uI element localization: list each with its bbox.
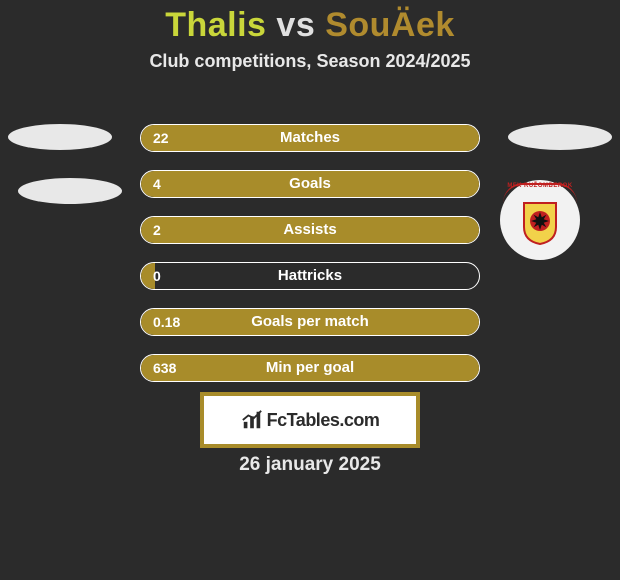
player2-logo-placeholder-1 bbox=[508, 124, 612, 150]
stat-bar: 0Hattricks bbox=[140, 262, 480, 290]
stat-bar-label: Matches bbox=[141, 125, 479, 151]
club-badge-text: MFK RUŽOMBEROK bbox=[500, 183, 580, 189]
branding-logo: FcTables.com bbox=[241, 409, 380, 431]
generation-date: 26 january 2025 bbox=[0, 454, 620, 476]
stat-bar-label: Assists bbox=[141, 217, 479, 243]
branding-banner: FcTables.com bbox=[200, 392, 420, 448]
stat-bar: 22Matches bbox=[140, 124, 480, 152]
player1-logo-placeholder-2 bbox=[18, 178, 122, 204]
club-badge: MFK RUŽOMBEROK bbox=[500, 180, 580, 260]
title-player1: Thalis bbox=[165, 6, 266, 44]
player1-logo-placeholder-1 bbox=[8, 124, 112, 150]
branding-logo-icon bbox=[241, 409, 263, 431]
stat-bar-label: Hattricks bbox=[141, 263, 479, 289]
branding-text: FcTables.com bbox=[267, 410, 380, 431]
stat-bar-label: Goals bbox=[141, 171, 479, 197]
stat-bar: 2Assists bbox=[140, 216, 480, 244]
stats-bars: 22Matches 4Goals 2Assists 0Hattricks 0.18Goa… bbox=[140, 124, 480, 400]
stat-bar: 638Min per goal bbox=[140, 354, 480, 382]
title-player2: SouÄek bbox=[325, 6, 455, 44]
page-title: Thalis vs SouÄek bbox=[0, 0, 620, 45]
stat-bar-label: Min per goal bbox=[141, 355, 479, 381]
title-vs: vs bbox=[276, 6, 315, 44]
club-badge-shield-icon bbox=[522, 201, 558, 245]
stat-bar: 0.18Goals per match bbox=[140, 308, 480, 336]
subtitle: Club competitions, Season 2024/2025 bbox=[0, 51, 620, 72]
stat-bar-label: Goals per match bbox=[141, 309, 479, 335]
stat-bar: 4Goals bbox=[140, 170, 480, 198]
